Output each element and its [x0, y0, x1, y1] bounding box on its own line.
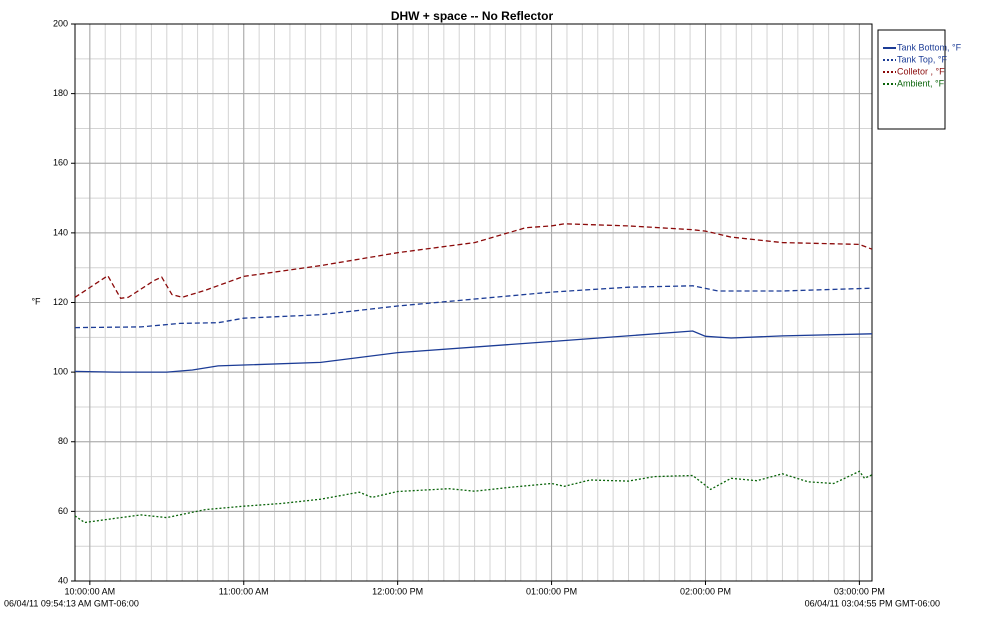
x-tick-label: 11:00:00 AM	[219, 586, 269, 596]
data-line	[74, 285, 873, 329]
y-tick-label: 40	[58, 575, 68, 585]
legend-label: Colletor , °F	[897, 66, 945, 76]
x-tick-label: 02:00:00 PM	[680, 586, 731, 596]
y-tick-label: 80	[58, 436, 68, 446]
y-tick-label: 180	[53, 88, 68, 98]
chart-title: DHW + space -- No Reflector	[391, 9, 554, 23]
data-line	[74, 223, 873, 300]
data-line	[74, 470, 873, 524]
y-tick-label: 200	[53, 18, 68, 28]
x-end-label: 06/04/11 03:04:55 PM GMT-06:00	[805, 598, 940, 608]
y-tick-label: 100	[53, 367, 68, 377]
legend-label: Tank Top, °F	[897, 54, 947, 64]
x-tick-label: 01:00:00 PM	[526, 586, 577, 596]
y-axis-label: °F	[31, 296, 41, 306]
data-line	[74, 330, 873, 373]
x-tick-label: 12:00:00 PM	[372, 586, 423, 596]
x-start-label: 06/04/11 09:54:13 AM GMT-06:00	[4, 598, 139, 608]
legend-label: Ambient, °F	[897, 78, 945, 88]
plot-frame	[74, 23, 873, 582]
y-tick-label: 140	[53, 227, 68, 237]
legend-box	[877, 29, 946, 130]
y-tick-label: 120	[53, 297, 68, 307]
legend-label: Tank Bottom, °F	[897, 42, 962, 52]
y-tick-label: 60	[58, 506, 68, 516]
legend: Tank Bottom, °F Tank Top, °F Colletor , °F…	[877, 29, 962, 130]
y-tick-label: 160	[53, 158, 68, 168]
x-tick-label: 03:00:00 PM	[834, 586, 885, 596]
x-tick-label: 10:00:00 AM	[65, 586, 116, 596]
